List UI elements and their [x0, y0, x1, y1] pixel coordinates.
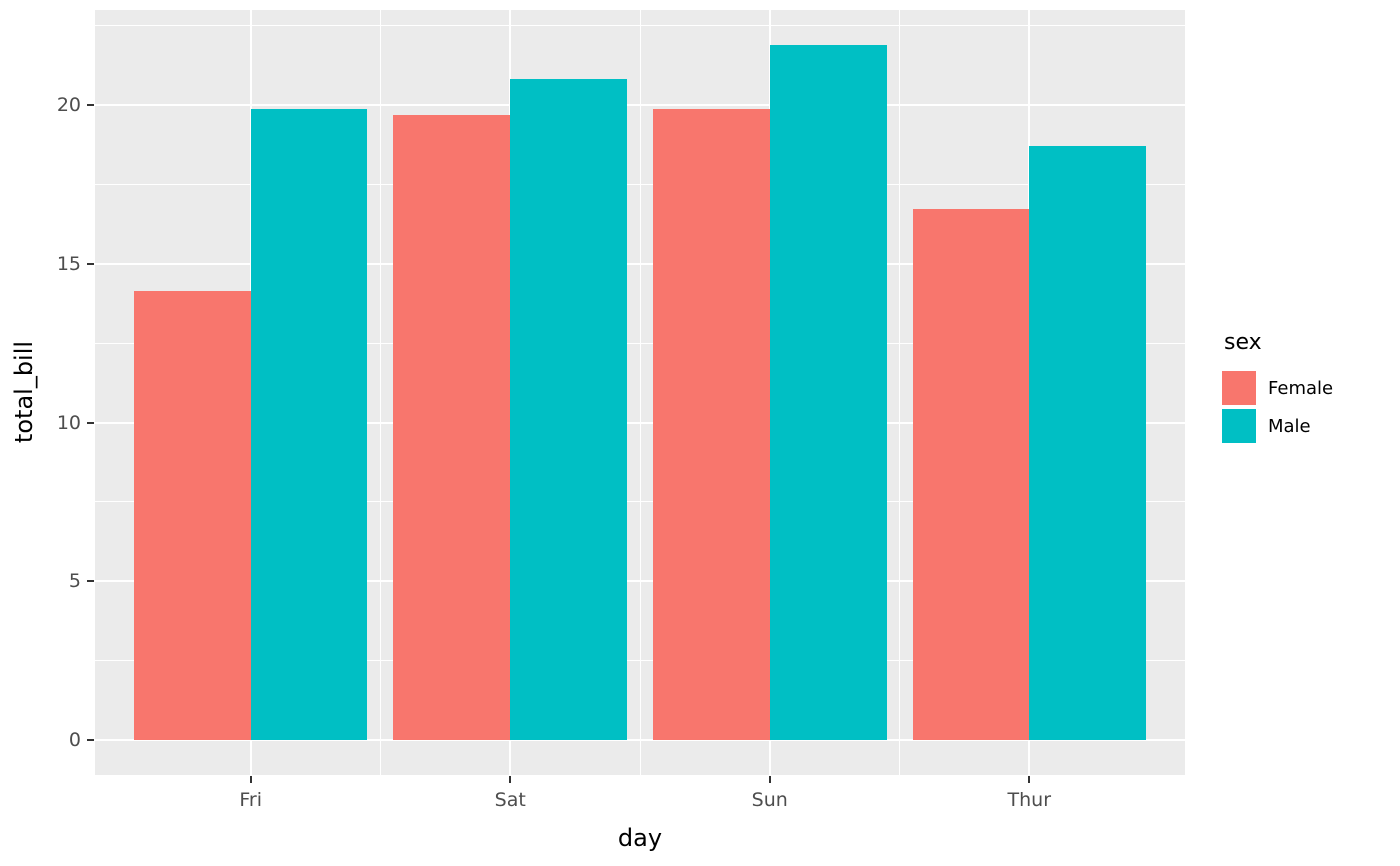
x-tick-mark — [1028, 776, 1031, 783]
y-tick-mark — [87, 262, 94, 265]
gridline-minor-x — [639, 10, 641, 775]
y-tick-label: 0 — [68, 729, 81, 752]
legend-swatch-male — [1222, 409, 1256, 443]
y-tick-mark — [87, 103, 94, 106]
x-tick-mark — [509, 776, 512, 783]
bar-male-sun — [769, 44, 887, 741]
x-tick-label: Thur — [1007, 789, 1052, 811]
legend-title: sex — [1224, 330, 1262, 355]
gridline-minor-x — [379, 10, 381, 775]
x-tick-label: Fri — [239, 789, 263, 811]
y-tick-mark — [87, 580, 94, 583]
x-axis-title: day — [617, 824, 663, 852]
y-tick-label: 15 — [56, 252, 81, 275]
legend-entries: Female Male — [1222, 371, 1333, 443]
legend-entry-male: Male — [1222, 409, 1333, 443]
bar-male-fri — [250, 109, 368, 741]
y-tick-mark — [87, 421, 94, 424]
legend-entry-female: Female — [1222, 371, 1333, 405]
legend-label-male: Male — [1268, 415, 1311, 437]
bar-female-thur — [912, 209, 1030, 741]
plot-panel — [95, 10, 1185, 775]
y-tick-mark — [87, 739, 94, 742]
bar-male-thur — [1029, 145, 1147, 741]
gridline-minor-x — [899, 10, 901, 775]
bar-female-fri — [133, 290, 251, 741]
bar-female-sun — [652, 108, 770, 741]
x-tick-label: Sun — [751, 789, 788, 811]
y-tick-label: 10 — [56, 411, 81, 434]
y-axis-title: total_bill — [10, 340, 38, 444]
x-tick-label: Sat — [494, 789, 526, 811]
bar-female-sat — [393, 114, 511, 741]
y-tick-label: 5 — [68, 570, 81, 593]
legend-label-female: Female — [1268, 377, 1334, 399]
y-tick-label: 20 — [56, 93, 81, 116]
legend: sex Female Male — [1222, 330, 1333, 447]
x-tick-mark — [768, 776, 771, 783]
x-tick-mark — [249, 776, 252, 783]
legend-swatch-female — [1222, 371, 1256, 405]
bar-male-sat — [510, 79, 628, 741]
